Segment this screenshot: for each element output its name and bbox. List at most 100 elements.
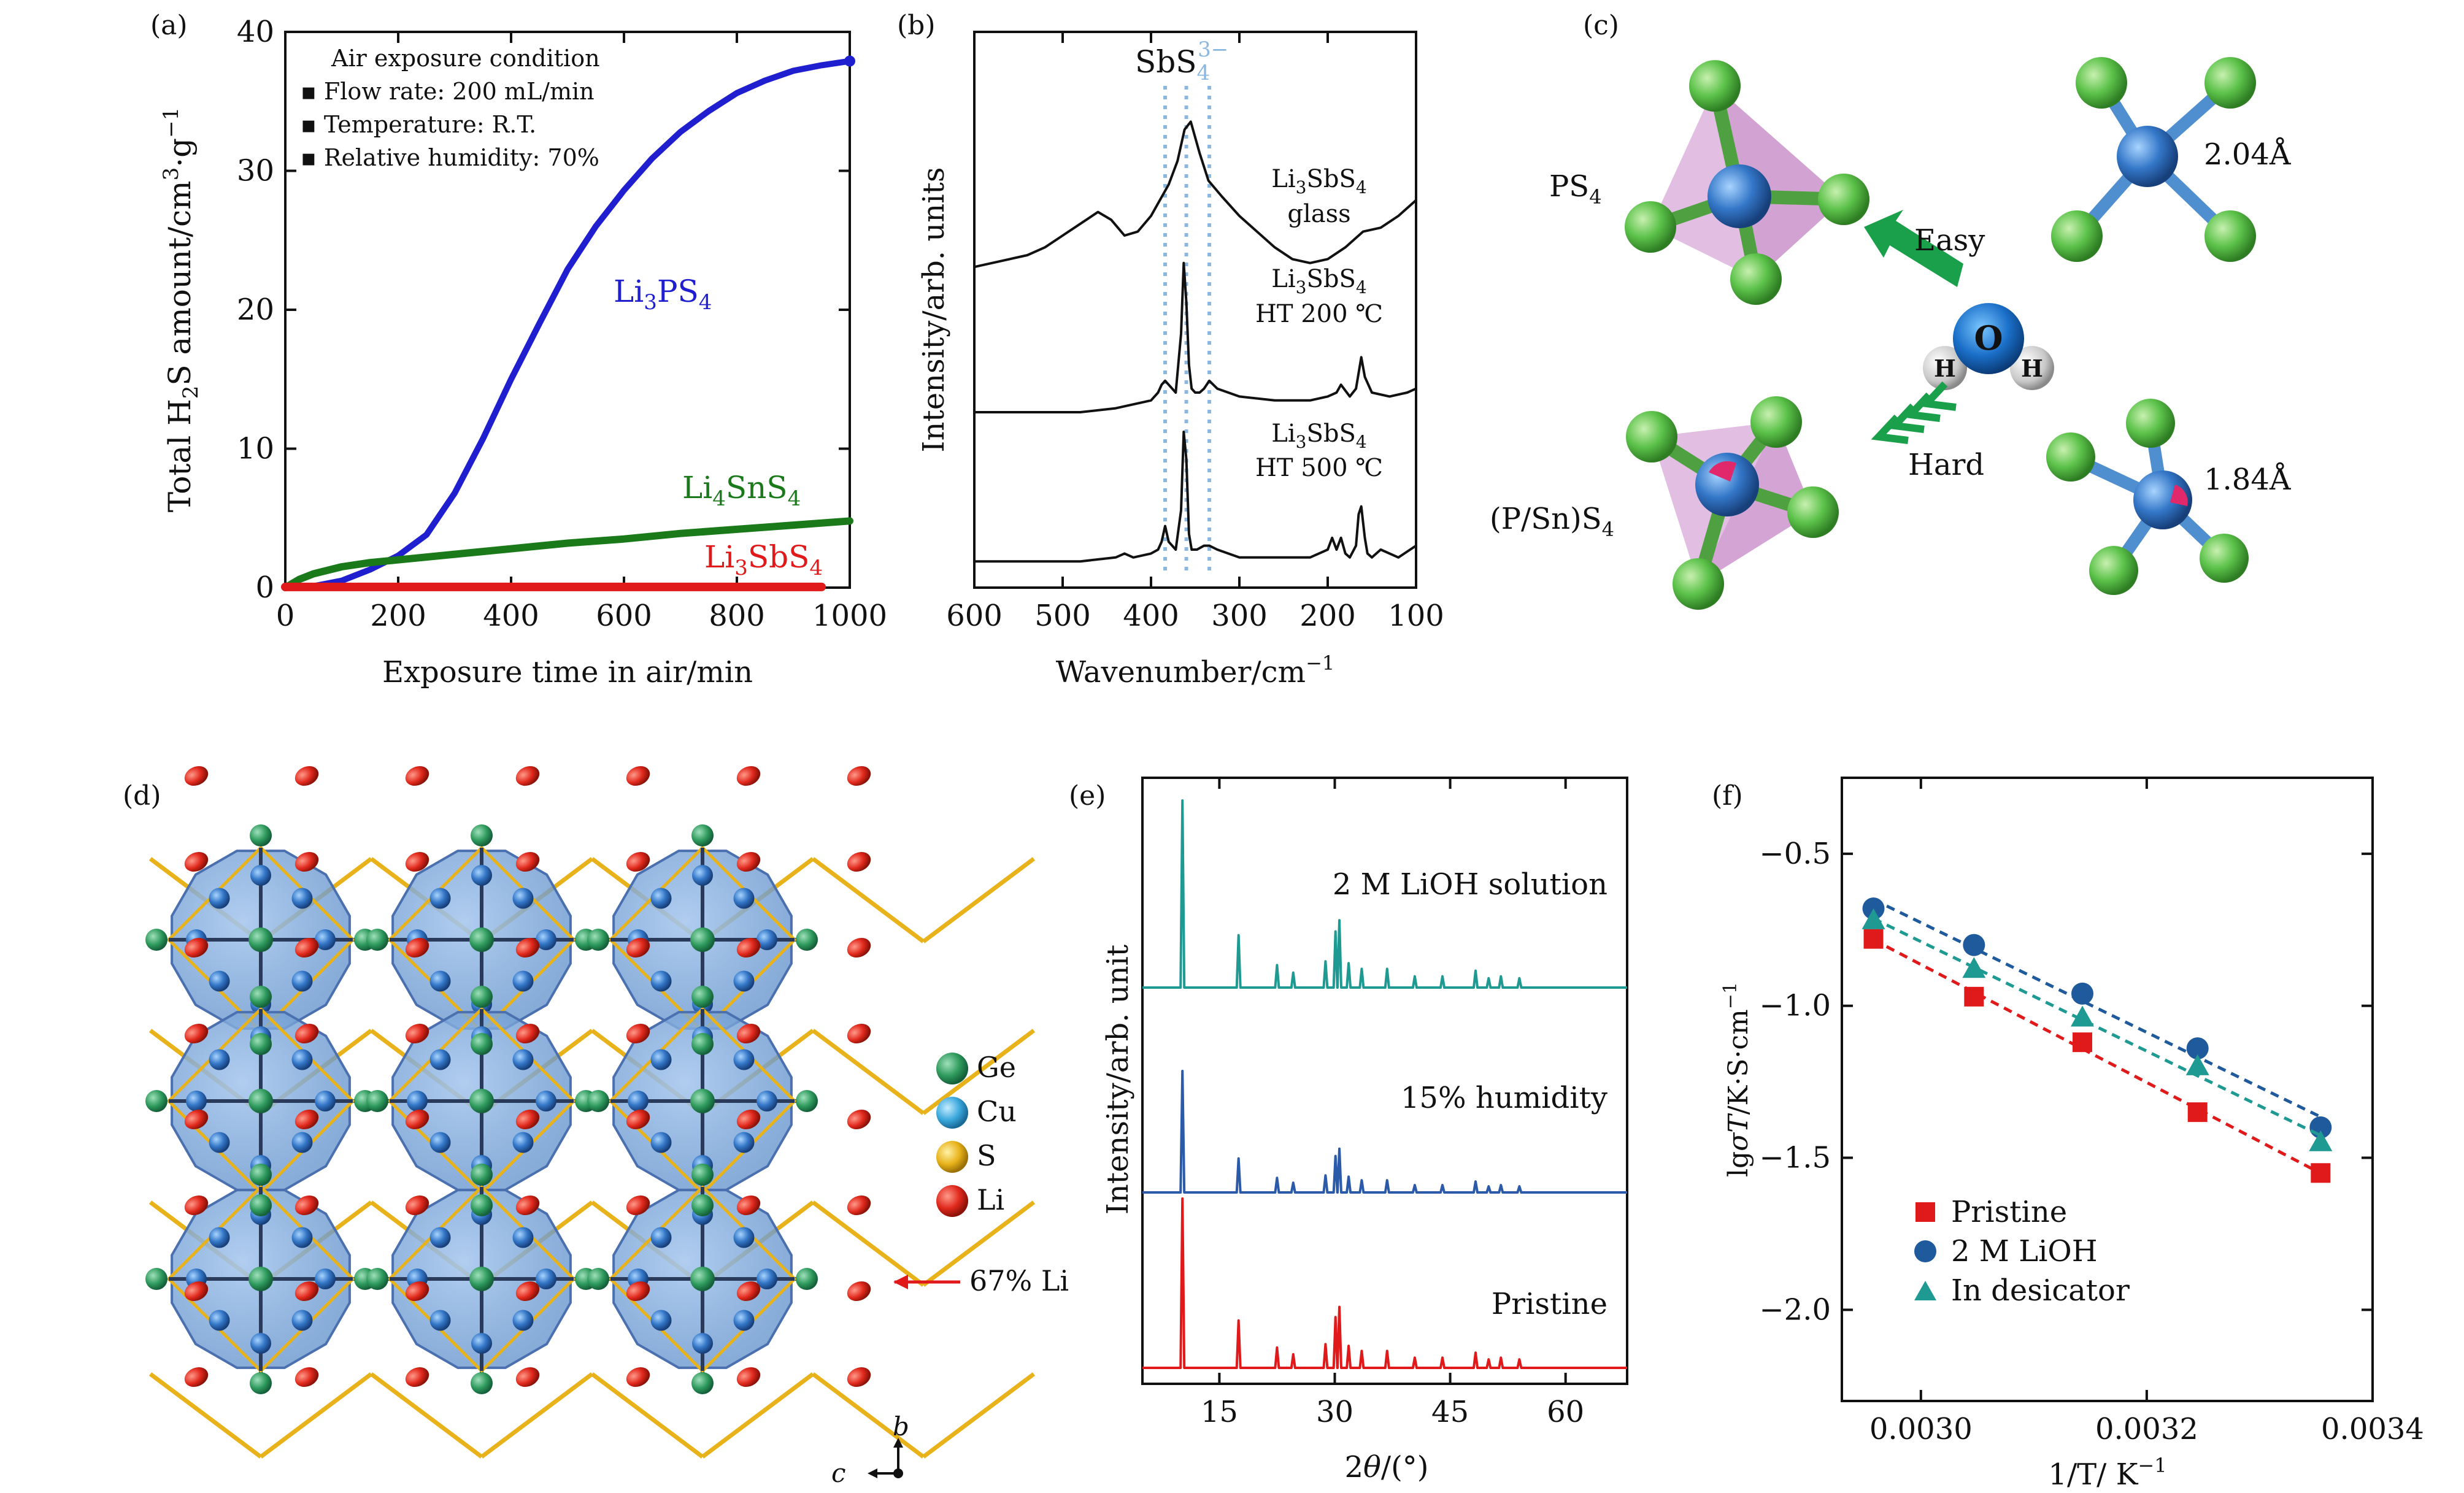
x-tick-label: 1000 xyxy=(812,599,887,633)
ge-atom xyxy=(366,1268,388,1290)
cu-atom xyxy=(291,1310,313,1331)
panel-e-ylabel: Intensity/arb. unit xyxy=(1101,945,1135,1215)
panel-e-xlabel: 2θ/(°) xyxy=(1344,1450,1428,1484)
ps4-tetrahedron xyxy=(1625,60,1869,305)
li-annotation: 67% Li xyxy=(969,1264,1069,1297)
cu-atom xyxy=(429,888,451,909)
panel-b-series xyxy=(974,120,1417,563)
li-atom xyxy=(736,1195,761,1216)
li-atom xyxy=(184,1023,209,1044)
li-atom xyxy=(626,1281,650,1302)
bond-length-bottom: 1.84Å xyxy=(2204,462,2292,497)
ge-atom xyxy=(250,986,272,1008)
panel-d-crystal: (d) Ge Cu S Li 67% Li b c xyxy=(123,766,1069,1488)
sbs4-structure-bottom xyxy=(2046,399,2249,595)
ge-atom xyxy=(248,927,273,952)
data-point-In desicator xyxy=(2185,1054,2209,1075)
ge-atom xyxy=(250,1194,272,1216)
ge-atom xyxy=(691,824,714,846)
data-point-2 M LiOH xyxy=(2071,982,2094,1005)
x-tick-label: 30 xyxy=(1316,1395,1353,1429)
data-point-Pristine xyxy=(2311,1163,2331,1183)
data-point-In desicator xyxy=(2309,1130,2333,1151)
li-atom xyxy=(847,1367,871,1387)
legend-line-humidity: ▪ Relative humidity: 70% xyxy=(301,144,599,171)
li-atom xyxy=(626,1367,650,1387)
cu-atom xyxy=(407,1091,428,1111)
li-atom xyxy=(847,851,871,872)
li-atom xyxy=(184,1109,209,1130)
ge-atom xyxy=(587,929,609,951)
li-atom xyxy=(626,1023,650,1044)
easy-label: Easy xyxy=(1914,223,1985,258)
li-atom xyxy=(626,1195,650,1216)
cu-atom xyxy=(733,1132,755,1153)
svg-text:H: H xyxy=(2021,355,2043,382)
bond xyxy=(811,1372,925,1459)
li-annotation-arrow-icon xyxy=(893,1275,960,1289)
crystal-legend: Ge Cu S Li xyxy=(936,1051,1017,1217)
cu-atom xyxy=(733,970,755,992)
ge-atom xyxy=(366,1090,388,1112)
spectrum-Li3SbS4 glass xyxy=(974,120,1417,269)
cu-atom xyxy=(757,1268,777,1289)
cu-atom xyxy=(429,1310,451,1331)
crystal-lattice xyxy=(145,766,1036,1459)
y-tick-label: −0.5 xyxy=(1759,837,1831,871)
li-atom xyxy=(515,937,540,958)
li-atom xyxy=(736,851,761,872)
li-atom xyxy=(626,1109,650,1130)
panel-b-xlabel: Wavenumber/cm−1 xyxy=(1056,651,1334,689)
data-point-2 M LiOH xyxy=(2186,1037,2209,1060)
panel-a: (a) 0 200 400 600 800 1000 0 10 20 30 40 Exposure … xyxy=(150,10,887,689)
cu-atom xyxy=(429,1049,451,1070)
y-tick-label: 0 xyxy=(255,570,274,605)
panel-b-ticks: 600 500 400 300 200 100 xyxy=(946,32,1444,633)
ge-atom xyxy=(691,986,714,1008)
panel-e-series xyxy=(1142,799,1627,1369)
data-point-Pristine xyxy=(1964,986,1984,1007)
li-atom xyxy=(405,1109,429,1130)
cu-atom xyxy=(209,1049,230,1070)
panel-c-structures: (c) PS4 Easy O H H xyxy=(1490,10,2292,610)
cu-atom xyxy=(628,1091,649,1111)
psn-tetrahedron xyxy=(1626,396,1839,610)
hard-label: Hard xyxy=(1908,448,1984,482)
legend-cu: Cu xyxy=(977,1095,1017,1128)
axis-c-label: c xyxy=(831,1458,846,1488)
data-point-In desicator xyxy=(2071,1005,2095,1027)
li-atom xyxy=(515,851,540,872)
bond xyxy=(369,1372,483,1459)
li-atom xyxy=(184,766,209,786)
series-line-Li4SnS4 xyxy=(282,517,853,591)
li-atom xyxy=(515,1109,540,1130)
y-tick-label: 10 xyxy=(237,432,274,466)
ge-atom xyxy=(796,1090,818,1112)
li-atom xyxy=(626,766,650,786)
x-tick-label: 45 xyxy=(1431,1395,1469,1429)
easy-arrow-icon xyxy=(1864,210,1963,287)
bond xyxy=(811,1029,925,1115)
series-label-li4sns4: Li4SnS4 xyxy=(682,470,801,511)
cu-atom xyxy=(733,888,755,909)
x-tick-label: 15 xyxy=(1201,1395,1238,1429)
cu-atom xyxy=(512,888,534,909)
spectrum-Li3SbS4 HT 200 ℃ xyxy=(974,261,1417,413)
ge-atom xyxy=(691,1033,714,1055)
li-atom xyxy=(515,1367,540,1387)
li-atom xyxy=(736,766,761,786)
legend-title: Air exposure condition xyxy=(331,45,600,72)
ge-atom xyxy=(366,929,388,951)
cu-atom xyxy=(209,1227,230,1248)
x-tick-label: 200 xyxy=(1299,599,1356,633)
panel-a-ylabel: Total H2S amount/cm3·g−1 xyxy=(159,107,203,513)
li-atom xyxy=(736,1023,761,1044)
li-atom xyxy=(847,1109,871,1130)
bond xyxy=(922,1029,1036,1115)
panel-b: (b) 600 500 400 300 200 100 SbS43− Wavenumber… xyxy=(897,10,1444,689)
li-atom xyxy=(847,1023,871,1044)
bond xyxy=(922,1372,1036,1459)
ge-atom xyxy=(250,1164,272,1186)
panel-a-label: (a) xyxy=(150,10,188,41)
